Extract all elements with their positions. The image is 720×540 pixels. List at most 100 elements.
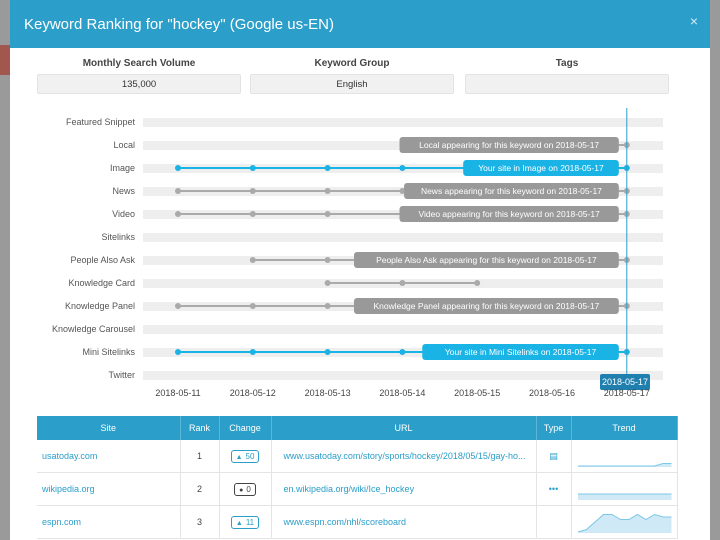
column-header[interactable]: Site: [37, 416, 181, 440]
feature-track: [143, 233, 663, 242]
news-icon[interactable]: ▤: [549, 450, 558, 461]
feature-point: [324, 303, 331, 309]
date-tick-label: 2018-05-16: [528, 388, 576, 398]
trend-sparkline: [577, 493, 671, 500]
feature-tooltip-text: People Also Ask appearing for this keywo…: [376, 255, 597, 265]
column-header[interactable]: Type: [536, 416, 572, 440]
feature-point: [399, 188, 406, 194]
table-row: wikipedia.org 2 ● 0 en.wikipedia.org/wiki/Ic…: [37, 472, 678, 506]
feature-point: [175, 188, 181, 194]
monthly-search-volume: Monthly Search Volume 135,000: [37, 56, 241, 94]
feature-label: Knowledge Carousel: [51, 324, 135, 334]
change-badge: ▲ 11: [230, 515, 260, 529]
trend-cell: [571, 440, 678, 473]
feature-label: Local: [113, 140, 135, 150]
feature-point: [249, 188, 256, 194]
feature-point: [249, 211, 256, 217]
feature-label: Video: [112, 209, 135, 219]
feature-point: [175, 165, 181, 171]
url-link[interactable]: www.usatoday.com/story/sports/hockey/201…: [271, 440, 537, 473]
feature-point: [175, 211, 181, 217]
tags: Tags: [465, 56, 669, 94]
feature-tooltip-text: Video appearing for this keyword on 2018…: [418, 209, 600, 219]
column-header[interactable]: Trend: [571, 416, 678, 440]
table-row: espn.com 3 ▲ 11 www.espn.com/nhl/scoreboard: [37, 505, 678, 539]
rank-value: 2: [180, 472, 220, 506]
group-value[interactable]: English: [250, 74, 454, 94]
feature-point: [474, 280, 481, 286]
feature-point: [324, 211, 331, 217]
feature-tooltip: [422, 344, 619, 360]
rank-value: 3: [180, 505, 220, 539]
feature-label: Sitelinks: [101, 232, 135, 242]
serp-feature-timeline: Local appearing for this keyword on 2018…: [10, 108, 710, 408]
feature-point: [249, 257, 256, 263]
feature-label: Knowledge Card: [68, 278, 135, 288]
ranking-table-wrap: Site Rank Change URL Type Trend usatoday.com 1…: [37, 416, 678, 539]
feature-point: [324, 349, 331, 355]
close-icon[interactable]: ×: [689, 13, 698, 29]
rank-value: 1: [180, 440, 220, 473]
trend-sparkline: [577, 513, 671, 533]
trend-cell: [571, 505, 678, 539]
feature-track: [143, 371, 663, 380]
feature-tooltip-text: Your site in Mini Sitelinks on 2018-05-1…: [445, 347, 597, 357]
sparkline-area: [577, 514, 671, 533]
feature-label: News: [112, 186, 135, 196]
tags-value[interactable]: [465, 74, 669, 94]
type-cell: •••: [536, 472, 572, 506]
keyword-group: Keyword Group English: [250, 56, 454, 94]
background-logo: [0, 45, 10, 75]
feature-label: Image: [109, 163, 135, 173]
column-header[interactable]: Change: [219, 416, 272, 440]
date-tick-label: 2018-05-14: [379, 388, 426, 398]
table-row: usatoday.com 1 ▲ 50 www.usatoday.com/story/s…: [37, 440, 678, 473]
sparkline-line: [577, 513, 671, 533]
change-cell: ▲ 11: [219, 505, 272, 539]
current-date-badge: 2018-05-17: [600, 374, 650, 390]
dots-icon[interactable]: •••: [548, 484, 559, 494]
volume-label: Monthly Search Volume: [82, 58, 196, 69]
site-link[interactable]: wikipedia.org: [37, 472, 181, 506]
table-header-row: Site Rank Change URL Type Trend: [37, 416, 678, 440]
type-cell: [536, 505, 572, 539]
change-cell: ▲ 50: [219, 440, 272, 473]
feature-point: [324, 280, 331, 286]
column-header[interactable]: URL: [271, 416, 537, 440]
sparkline-line: [577, 463, 671, 467]
volume-value: 135,000: [37, 74, 241, 94]
site-link[interactable]: usatoday.com: [37, 440, 181, 473]
feature-point: [324, 188, 331, 194]
trend-sparkline: [577, 463, 671, 467]
date-tick-label: 2018-05-12: [229, 388, 276, 398]
feature-point: [399, 349, 406, 355]
feature-tooltip: [399, 137, 619, 153]
feature-label: Knowledge Panel: [64, 301, 135, 311]
keyword-meta-row: Monthly Search Volume 135,000 Keyword Gr…: [10, 56, 710, 96]
feature-point: [249, 349, 256, 355]
feature-tooltip-text: Local appearing for this keyword on 2018…: [419, 140, 599, 150]
change-badge: ● 0: [234, 482, 256, 496]
change-value: 11: [245, 517, 255, 527]
tags-label: Tags: [555, 58, 579, 69]
change-value: 50: [245, 451, 255, 461]
feature-tooltip-text: Your site in Image on 2018-05-17: [478, 163, 604, 173]
url-link[interactable]: www.espn.com/nhl/scoreboard: [271, 505, 537, 539]
feature-label: Featured Snippet: [65, 117, 135, 127]
site-link[interactable]: espn.com: [37, 505, 181, 539]
sparkline-area: [577, 494, 671, 500]
feature-track: [143, 118, 663, 127]
feature-tooltip: [463, 160, 619, 176]
date-tick-label: 2018-05-13: [304, 388, 351, 398]
type-cell: ▤: [536, 440, 572, 473]
date-tick-label: 2018-05-15: [454, 388, 501, 398]
url-link[interactable]: en.wikipedia.org/wiki/Ice_hockey: [271, 472, 537, 506]
column-header[interactable]: Rank: [180, 416, 220, 440]
modal-header: Keyword Ranking for "hockey" (Google us-…: [10, 0, 710, 48]
feature-point: [175, 303, 181, 309]
keyword-ranking-modal: Keyword Ranking for "hockey" (Google us-…: [10, 0, 710, 540]
modal-title: Keyword Ranking for "hockey" (Google us-…: [24, 15, 334, 33]
feature-tooltip-text: News appearing for this keyword on 2018-…: [421, 186, 602, 196]
feature-point: [175, 349, 181, 355]
background-right-edge: [710, 0, 720, 540]
